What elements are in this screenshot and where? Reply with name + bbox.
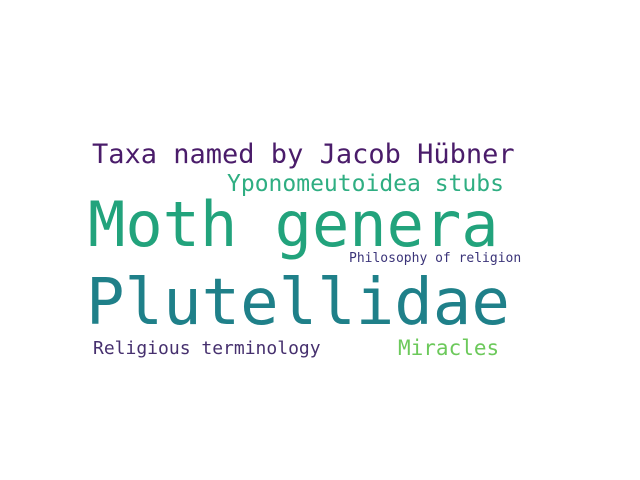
word-yponomeutoidea-stubs: Yponomeutoidea stubs: [227, 171, 504, 197]
word-moth-genera: Moth genera: [88, 188, 499, 261]
word-taxa-named-by-jacob-hubner: Taxa named by Jacob Hübner: [92, 139, 515, 170]
word-religious-terminology: Religious terminology: [93, 338, 321, 359]
word-philosophy-of-religion: Philosophy of religion: [349, 251, 522, 266]
word-miracles: Miracles: [398, 336, 500, 360]
word-plutellidae: Plutellidae: [86, 266, 510, 340]
